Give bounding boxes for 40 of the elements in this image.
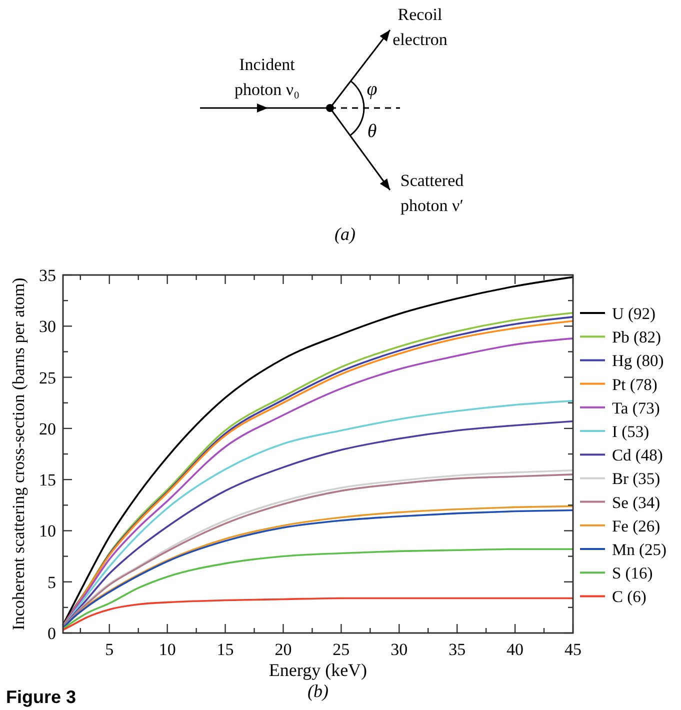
legend-label: Pb (82) [612,328,662,347]
y-axis-title: Incoherent scattering cross-section (barns per atom) [9,278,28,630]
text: Scattered photon ν′ [400,171,464,215]
legend-label: Se (34) [612,492,660,512]
legend-label: Fe (26) [612,516,660,536]
y-tick-label: 0 [48,624,56,643]
legend-label: S (16) [612,564,653,583]
x-tick-label: 5 [105,640,114,659]
legend-label: Br (35) [612,469,660,488]
legend-label: Cd (48) [612,446,663,465]
text: (a) [334,224,356,244]
x-tick-label: 15 [216,640,234,659]
x-tick-label: 20 [274,640,292,659]
legend-label: Mn (25) [612,540,667,559]
y-tick-label: 30 [39,317,56,336]
legend-label: Hg (80) [612,351,664,370]
legend-label: U (92) [612,304,656,323]
y-tick-label: 5 [48,572,56,592]
text: θ [367,121,377,142]
x-axis-title: Energy (keV) [268,660,368,680]
y-tick-label: 15 [39,470,56,490]
text: Recoil electron [392,5,448,49]
legend-label: I (53) [612,422,650,441]
y-tick-label: 20 [39,419,56,438]
x-tick-label: 35 [448,640,466,659]
legend-label: Pt (78) [612,374,658,394]
x-tick-label: 30 [390,640,408,659]
legend-label: C (6) [612,587,646,606]
y-tick-label: 35 [39,266,56,285]
caption: Figure 3 [6,687,76,707]
text: (b) [308,681,328,701]
y-tick-label: 25 [39,368,56,388]
text: φ [366,79,378,100]
legend-label: Ta (73) [612,398,660,418]
text: Incident photon ν₀ [234,55,300,99]
y-tick-label: 10 [39,522,56,541]
x-tick-label: 40 [506,640,524,659]
x-tick-label: 10 [158,640,176,659]
x-tick-label: 45 [564,640,582,659]
x-tick-label: 25 [332,640,350,659]
